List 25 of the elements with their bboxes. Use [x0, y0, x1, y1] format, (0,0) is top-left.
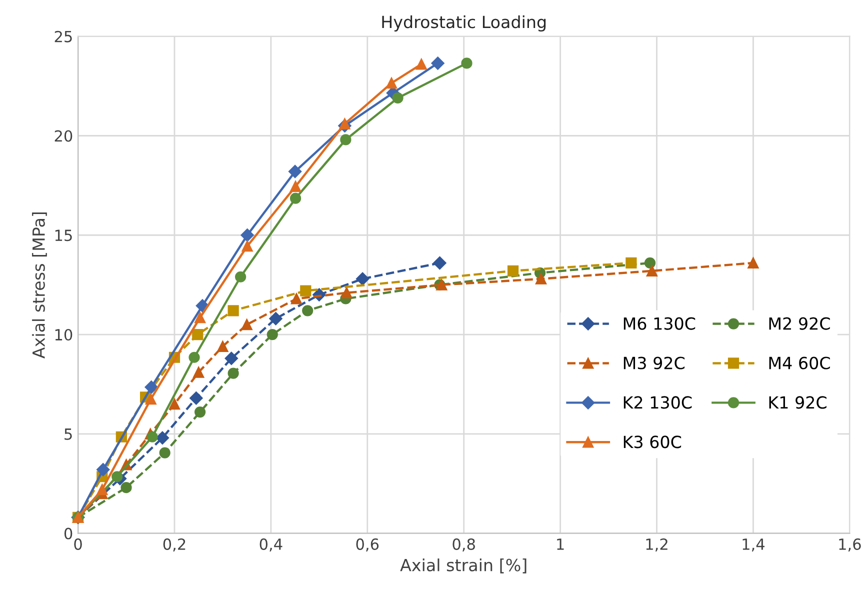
chart-title: Hydrostatic Loading: [382, 15, 546, 32]
x-tick-label: 1,2: [646, 538, 668, 552]
x-tick-label: 0,2: [163, 538, 186, 552]
legend-label: M4 60C: [769, 356, 830, 370]
x-axis-title: Axial strain [%]: [400, 558, 526, 574]
x-tick-label: 1,4: [742, 538, 764, 552]
y-tick-label: 20: [54, 130, 72, 142]
y-tick-label: 15: [55, 230, 72, 242]
legend-label: M3 92C: [624, 356, 684, 370]
y-axis-title: Axial stress [MPa]: [32, 212, 47, 358]
x-tick-label: 0,6: [356, 538, 379, 552]
y-tick-label: 25: [54, 30, 72, 42]
legend-label: K3 60C: [624, 436, 682, 448]
x-tick-label: 0,4: [260, 538, 282, 552]
legend-label: M2 92C: [769, 317, 830, 330]
legend-label: K2 130C: [624, 396, 692, 409]
x-tick-label: 0,8: [452, 538, 475, 552]
legend-label: K1 92C: [769, 396, 826, 409]
x-tick-label: 0: [74, 538, 82, 550]
x-tick-label: 1: [557, 538, 564, 550]
x-tick-label: 1,6: [839, 538, 861, 552]
legend-label: M6 130C: [624, 317, 696, 330]
y-tick-label: 5: [64, 428, 72, 440]
y-tick-label: 10: [55, 328, 72, 341]
y-tick-label: 0: [64, 528, 72, 540]
